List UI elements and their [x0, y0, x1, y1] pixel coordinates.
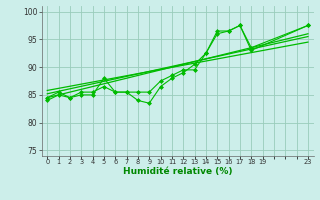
X-axis label: Humidité relative (%): Humidité relative (%) — [123, 167, 232, 176]
